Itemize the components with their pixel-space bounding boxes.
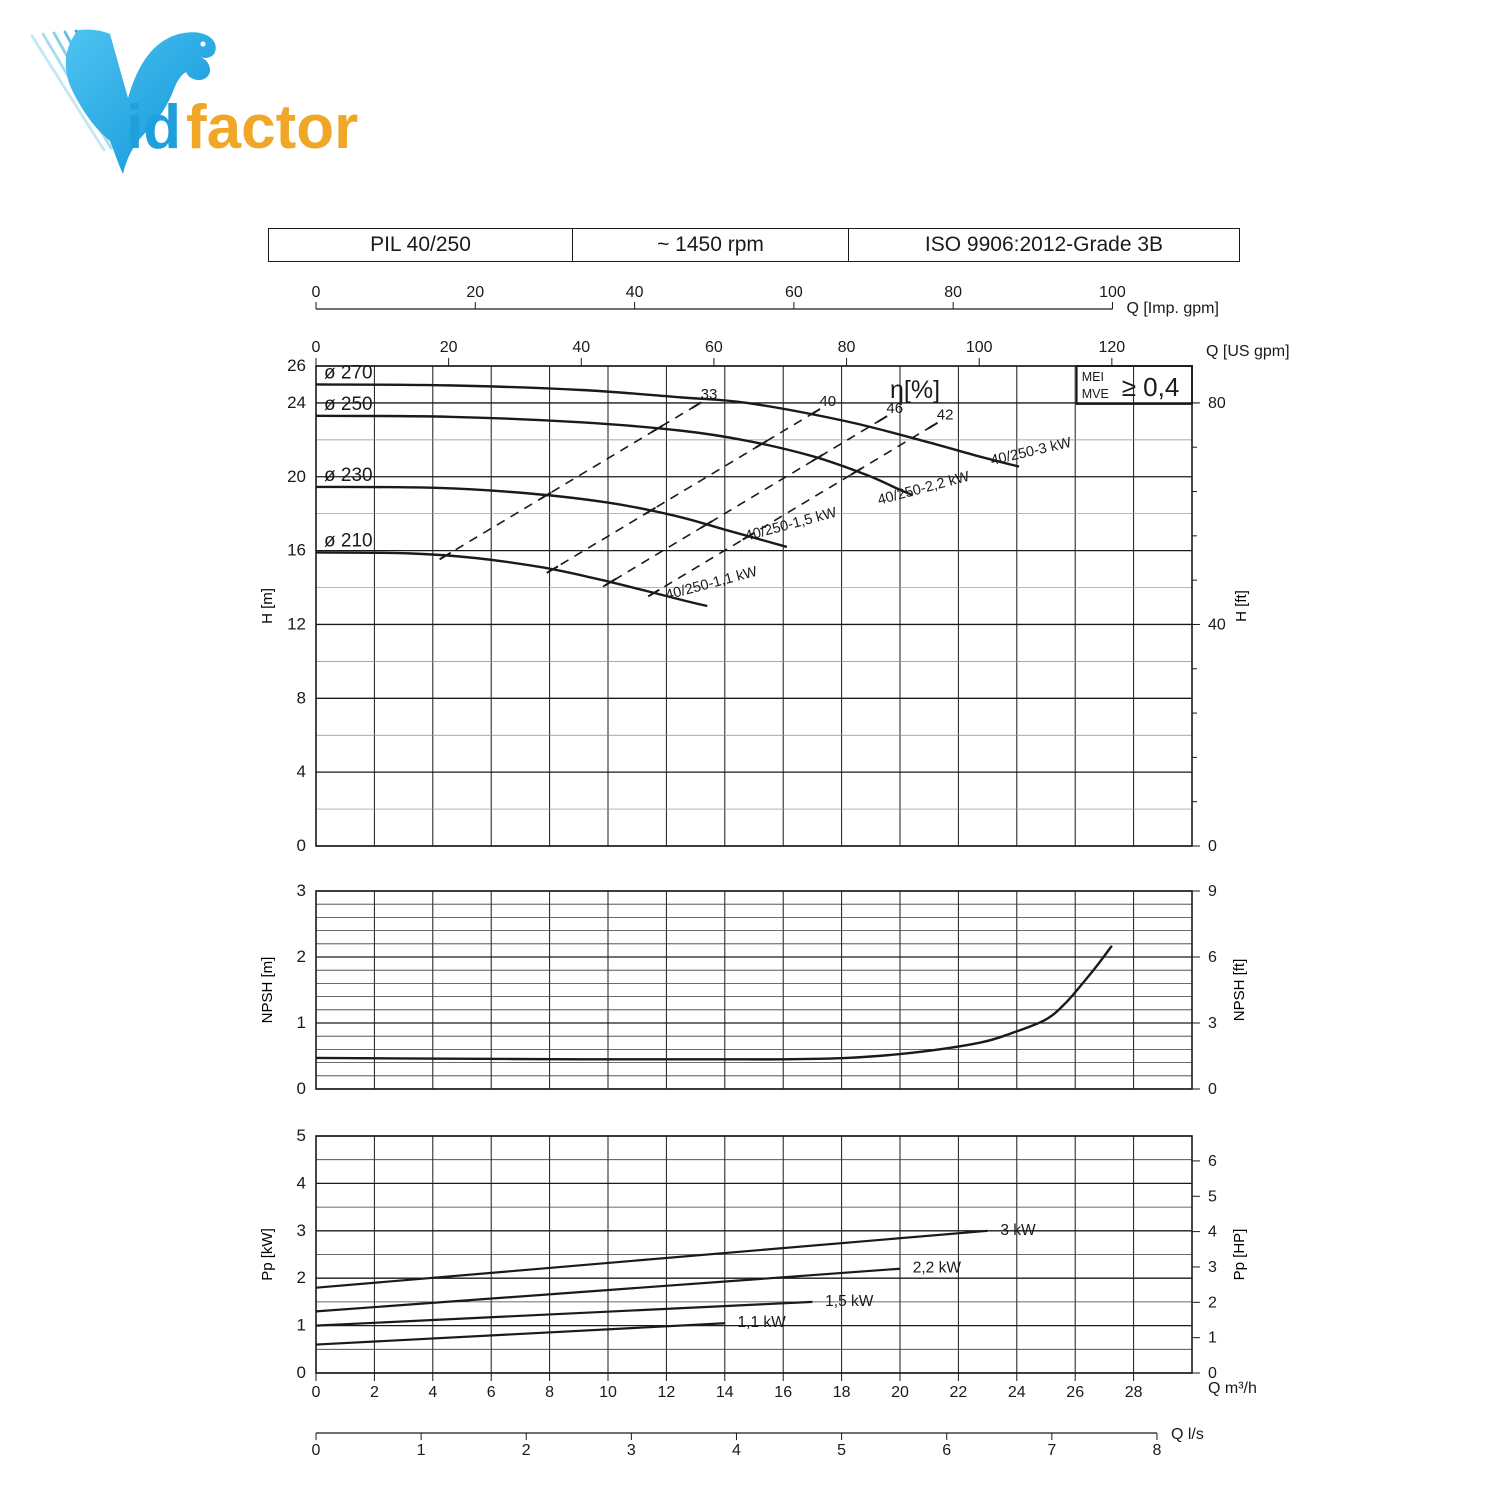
svg-text:≥ 0,4: ≥ 0,4 xyxy=(1122,372,1180,402)
svg-text:0: 0 xyxy=(297,836,306,855)
svg-text:0: 0 xyxy=(297,1363,306,1382)
svg-text:H [m]: H [m] xyxy=(259,588,276,624)
svg-text:2: 2 xyxy=(522,1442,531,1459)
svg-text:ø 210: ø 210 xyxy=(324,530,373,551)
svg-text:4: 4 xyxy=(428,1384,437,1401)
svg-text:Pp [HP]: Pp [HP] xyxy=(1231,1229,1248,1281)
svg-text:2: 2 xyxy=(1208,1294,1217,1311)
svg-text:NPSH [ft]: NPSH [ft] xyxy=(1231,959,1248,1022)
svg-text:100: 100 xyxy=(1099,284,1126,301)
svg-text:18: 18 xyxy=(833,1384,851,1401)
svg-text:3: 3 xyxy=(1208,1015,1217,1032)
svg-text:2: 2 xyxy=(297,1268,306,1287)
svg-text:Q [US gpm]: Q [US gpm] xyxy=(1206,343,1290,360)
svg-text:40: 40 xyxy=(1208,616,1226,633)
svg-text:0: 0 xyxy=(1208,838,1217,855)
svg-text:40: 40 xyxy=(572,339,590,356)
svg-text:9: 9 xyxy=(1208,883,1217,900)
svg-text:4: 4 xyxy=(297,762,306,781)
svg-text:60: 60 xyxy=(705,339,723,356)
svg-text:MEI: MEI xyxy=(1082,370,1104,384)
svg-text:12: 12 xyxy=(287,614,306,633)
svg-text:5: 5 xyxy=(1208,1188,1217,1205)
svg-text:2: 2 xyxy=(297,947,306,966)
svg-text:0: 0 xyxy=(312,1442,321,1459)
svg-text:1,5 kW: 1,5 kW xyxy=(825,1293,874,1310)
svg-text:ø 250: ø 250 xyxy=(324,394,373,415)
svg-text:1: 1 xyxy=(1208,1330,1217,1347)
svg-text:7: 7 xyxy=(1047,1442,1056,1459)
svg-text:factor: factor xyxy=(186,93,358,162)
svg-text:80: 80 xyxy=(1208,395,1226,412)
svg-text:0: 0 xyxy=(312,339,321,356)
svg-text:5: 5 xyxy=(297,1126,306,1145)
svg-text:0: 0 xyxy=(312,284,321,301)
svg-text:Q l/s: Q l/s xyxy=(1171,1426,1204,1443)
svg-text:46: 46 xyxy=(886,400,903,417)
svg-text:4: 4 xyxy=(732,1442,741,1459)
svg-text:Q m³/h: Q m³/h xyxy=(1208,1380,1257,1397)
svg-text:ø 270: ø 270 xyxy=(324,362,373,383)
svg-text:5: 5 xyxy=(837,1442,846,1459)
svg-text:3: 3 xyxy=(1208,1259,1217,1276)
svg-text:60: 60 xyxy=(785,284,803,301)
svg-text:8: 8 xyxy=(1153,1442,1162,1459)
svg-text:6: 6 xyxy=(1208,1153,1217,1170)
svg-text:0: 0 xyxy=(297,1079,306,1098)
svg-text:6: 6 xyxy=(1208,949,1217,966)
svg-text:id: id xyxy=(126,93,181,162)
svg-text:10: 10 xyxy=(599,1384,617,1401)
svg-text:6: 6 xyxy=(487,1384,496,1401)
svg-text:20: 20 xyxy=(440,339,458,356)
svg-text:28: 28 xyxy=(1125,1384,1143,1401)
svg-text:20: 20 xyxy=(466,284,484,301)
svg-text:0: 0 xyxy=(1208,1081,1217,1098)
svg-text:3 kW: 3 kW xyxy=(1000,1222,1036,1239)
svg-text:ø 230: ø 230 xyxy=(324,465,373,486)
svg-text:Q [Imp. gpm]: Q [Imp. gpm] xyxy=(1126,300,1218,317)
svg-text:80: 80 xyxy=(838,339,856,356)
svg-text:Pp [kW]: Pp [kW] xyxy=(259,1228,276,1281)
svg-text:33: 33 xyxy=(701,386,718,403)
svg-text:8: 8 xyxy=(297,688,306,707)
svg-text:NPSH [m]: NPSH [m] xyxy=(259,957,276,1024)
svg-text:4: 4 xyxy=(1208,1224,1217,1241)
svg-text:0: 0 xyxy=(312,1384,321,1401)
svg-text:100: 100 xyxy=(966,339,993,356)
svg-text:MVE: MVE xyxy=(1082,387,1109,401)
svg-text:16: 16 xyxy=(774,1384,792,1401)
svg-text:2: 2 xyxy=(370,1384,379,1401)
svg-text:20: 20 xyxy=(891,1384,909,1401)
svg-text:26: 26 xyxy=(287,356,306,375)
svg-text:3: 3 xyxy=(297,1221,306,1240)
svg-text:40: 40 xyxy=(819,393,836,410)
svg-text:120: 120 xyxy=(1098,339,1125,356)
svg-text:22: 22 xyxy=(950,1384,968,1401)
svg-text:1,1 kW: 1,1 kW xyxy=(738,1314,787,1331)
svg-text:6: 6 xyxy=(942,1442,951,1459)
svg-text:20: 20 xyxy=(287,467,306,486)
svg-text:1: 1 xyxy=(417,1442,426,1459)
svg-text:16: 16 xyxy=(287,541,306,560)
svg-text:4: 4 xyxy=(297,1173,306,1192)
svg-text:14: 14 xyxy=(716,1384,734,1401)
svg-text:40/250-2,2 kW: 40/250-2,2 kW xyxy=(876,469,972,509)
svg-text:40/250-1,1 kW: 40/250-1,1 kW xyxy=(664,564,760,604)
svg-text:80: 80 xyxy=(944,284,962,301)
svg-text:24: 24 xyxy=(1008,1384,1026,1401)
svg-text:12: 12 xyxy=(658,1384,676,1401)
svg-text:8: 8 xyxy=(545,1384,554,1401)
svg-text:40: 40 xyxy=(626,284,644,301)
svg-text:3: 3 xyxy=(627,1442,636,1459)
svg-text:3: 3 xyxy=(297,881,306,900)
svg-text:26: 26 xyxy=(1066,1384,1084,1401)
svg-text:1: 1 xyxy=(297,1013,306,1032)
svg-text:1: 1 xyxy=(297,1316,306,1335)
svg-text:2,2 kW: 2,2 kW xyxy=(913,1260,962,1277)
svg-text:42: 42 xyxy=(937,407,954,424)
svg-text:H [ft]: H [ft] xyxy=(1233,590,1250,622)
svg-text:24: 24 xyxy=(287,393,306,412)
